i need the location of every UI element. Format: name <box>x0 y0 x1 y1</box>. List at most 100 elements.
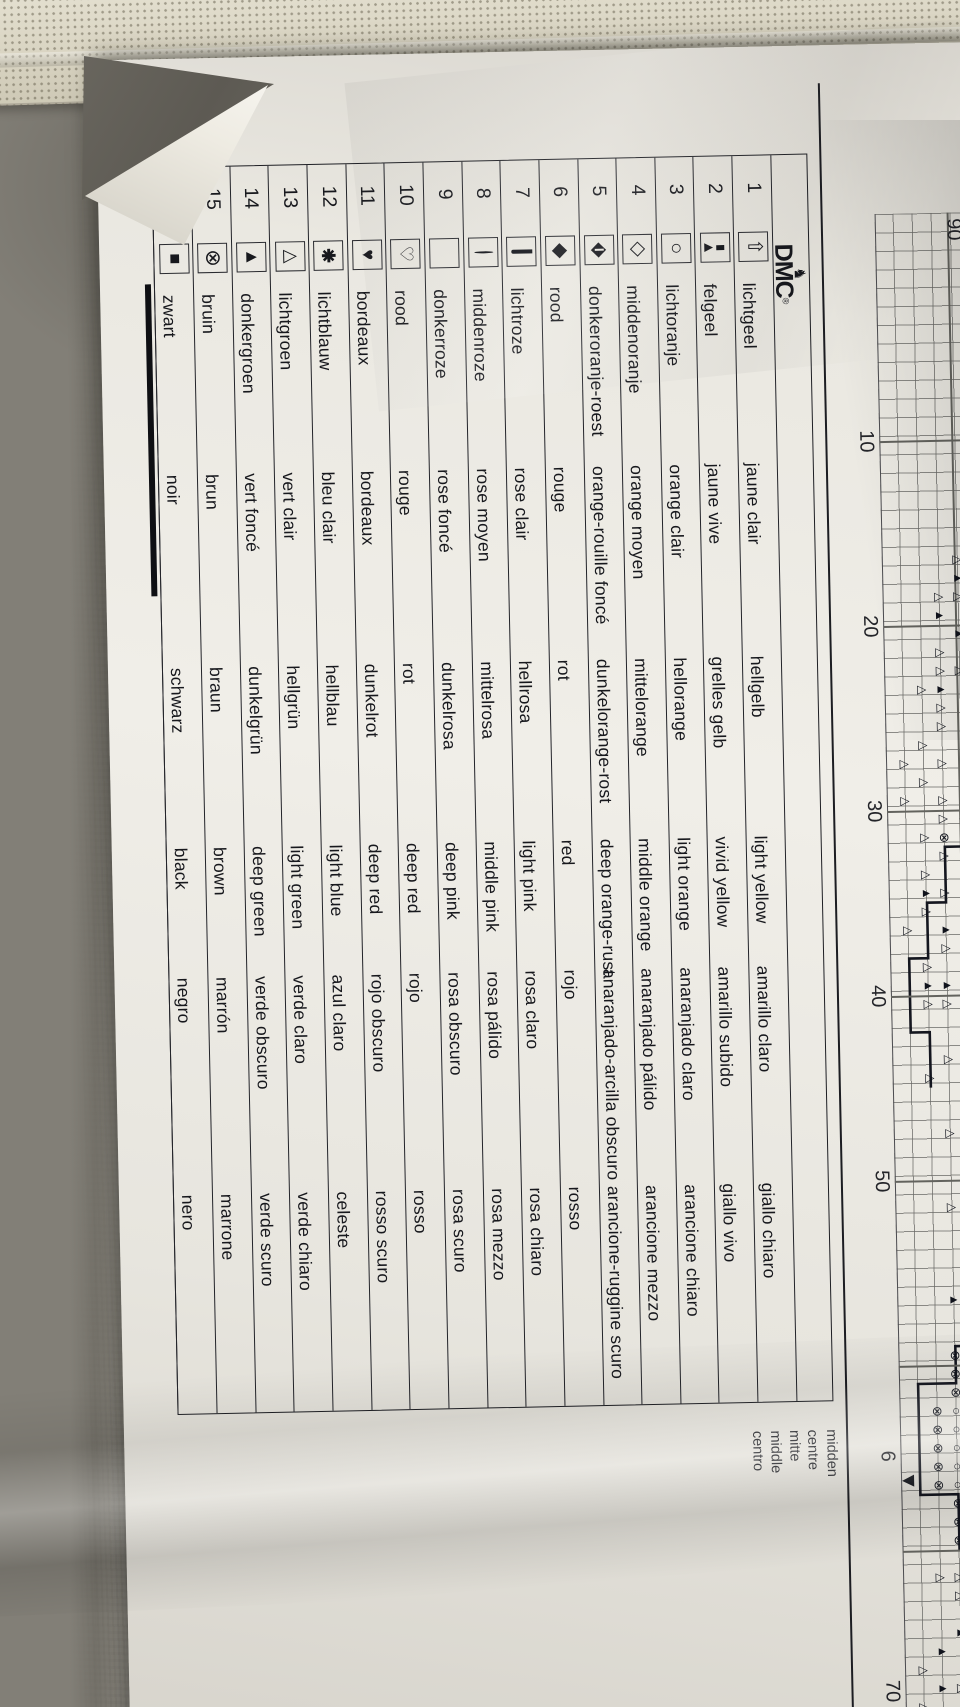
name-es: verde claro <box>289 975 312 1065</box>
name-fr: rose moyen <box>472 468 495 563</box>
stitch-chart-grid: ○○⊗○○○○○⊗○○○○○○○○○○○○○○○○○○○⊗△△△△△△△△△△△… <box>874 211 960 1707</box>
name-de: rot <box>553 659 575 681</box>
name-de: hellorange <box>669 657 692 742</box>
symbol-box: ▲ <box>235 241 267 273</box>
row-number: 14 <box>240 187 263 210</box>
name-de: hellgrün <box>283 665 305 730</box>
grid-symbol-t: △ <box>937 814 952 824</box>
grid-symbol-t: △ <box>937 795 952 806</box>
grid-symbol-t: △ <box>924 1073 939 1084</box>
name-fr: jaune clair <box>742 462 765 545</box>
grid-symbol-t: △ <box>942 1054 957 1065</box>
name-de: schwarz <box>167 667 189 734</box>
name-en: light green <box>287 845 309 930</box>
grid-symbol-t: △ <box>939 888 954 898</box>
name-fr: noir <box>163 474 184 506</box>
name-en: deep orange-rust <box>596 838 619 976</box>
name-nl: lichtblauw <box>314 291 336 371</box>
name-de: braun <box>206 666 228 713</box>
grid-symbol-x: ⊗ <box>937 831 953 844</box>
row-number: 13 <box>278 186 302 209</box>
name-en: light blue <box>325 844 348 917</box>
name-de: mittelorange <box>630 657 654 758</box>
name-en: light orange <box>673 837 696 932</box>
grid-symbol-t: △ <box>917 1665 932 1676</box>
name-nl: lichtgroen <box>275 292 298 371</box>
name-en: deep red <box>364 843 386 915</box>
grid-symbol-T: ▲ <box>939 923 955 937</box>
name-nl: bruin <box>198 293 220 335</box>
grid-symbol-T: ▲ <box>941 979 956 992</box>
name-es: amarillo subido <box>714 966 738 1088</box>
grid-symbol-T: ▲ <box>922 979 937 993</box>
name-de: dunkelrosa <box>437 661 460 750</box>
grid-symbol-T: ▲ <box>936 1682 952 1695</box>
name-en: deep green <box>248 845 271 937</box>
name-en: vivid yellow <box>712 836 734 928</box>
name-es: verde obscuro <box>251 975 274 1090</box>
grid-symbol-t: △ <box>899 796 914 807</box>
name-en: red <box>557 839 579 866</box>
name-nl: zwart <box>159 294 181 338</box>
symbol-box: ⊗ <box>197 242 228 274</box>
name-es: anaranjado claro <box>676 967 699 1102</box>
grid-symbol-t: △ <box>920 907 935 917</box>
name-fr: rose foncé <box>433 469 456 554</box>
name-de: hellgelb <box>746 655 769 718</box>
grid-symbol-t: △ <box>921 962 936 973</box>
name-es: rosa pálido <box>482 971 505 1060</box>
name-es: rojo <box>560 969 581 1000</box>
name-fr: orange-rouille foncé <box>588 465 612 625</box>
square-solid-icon: ■ <box>164 253 186 265</box>
name-en: light pink <box>518 840 541 912</box>
name-es: marrón <box>212 976 234 1034</box>
symbol-box: ■ <box>158 243 190 275</box>
name-fr: rouge <box>395 469 417 516</box>
grid-symbol-T: ▲ <box>947 1293 960 1307</box>
grid-symbol-t: △ <box>922 999 937 1010</box>
pattern-paper-sheet: ○○⊗○○○○○⊗○○○○○○○○○○○○○○○○○○○⊗△△△△△△△△△△△… <box>95 42 960 1707</box>
chart-col-label-70: 70 <box>881 1679 904 1703</box>
name-fr: bordeaux <box>356 470 379 546</box>
grid-symbol-t: △ <box>945 1202 960 1213</box>
chart-col-label-50: 50 <box>870 1169 894 1193</box>
name-es: rojo obscuro <box>367 973 390 1073</box>
chart-col-label-30: 30 <box>862 799 886 823</box>
row-number: 12 <box>317 185 340 208</box>
grid-symbol-t: △ <box>953 1591 960 1601</box>
name-fr: vert foncé <box>240 473 263 553</box>
name-de: hellblau <box>321 664 344 727</box>
name-fr: vert clair <box>279 472 301 541</box>
name-en: middle pink <box>480 841 503 933</box>
grid-symbol-t: △ <box>919 833 934 843</box>
name-es: rosa obscuro <box>444 971 467 1076</box>
name-fr: rouge <box>549 466 571 513</box>
name-de: grelles gelb <box>708 656 731 749</box>
grid-symbol-t: △ <box>902 926 917 936</box>
grid-symbol-t: △ <box>941 999 956 1009</box>
grid-symbol-t: △ <box>938 851 953 861</box>
grid-symbol-t: △ <box>919 870 935 880</box>
name-de: dunkelorange-rost <box>592 658 616 804</box>
name-en: brown <box>209 846 231 896</box>
paper-crease-band <box>0 1332 960 1618</box>
name-fr: jaune vive <box>704 463 726 545</box>
grid-symbol-T: ▲ <box>936 1645 951 1658</box>
grid-symbol-t: △ <box>940 943 955 954</box>
grid-symbol-T: ▲ <box>954 1626 960 1639</box>
chart-col-label-40: 40 <box>866 984 890 1008</box>
name-es: anaranjado pálido <box>637 967 661 1111</box>
name-en: deep pink <box>441 841 464 921</box>
grid-symbol-T: ▲ <box>920 887 935 900</box>
grid-symbol-t: △ <box>917 740 932 751</box>
paper-corner-shadow <box>810 120 960 740</box>
name-nl: donkergroen <box>236 293 259 394</box>
name-es: amarillo claro <box>753 965 776 1073</box>
name-de: dunkelgrün <box>244 666 267 756</box>
symbol-box: + × <box>313 240 344 271</box>
name-en: light yellow <box>750 835 773 924</box>
name-fr: bleu clair <box>317 471 340 544</box>
grid-symbol-t: △ <box>917 777 933 788</box>
circle-x-icon: ⊗ <box>201 248 225 268</box>
name-de: rot <box>399 662 420 685</box>
